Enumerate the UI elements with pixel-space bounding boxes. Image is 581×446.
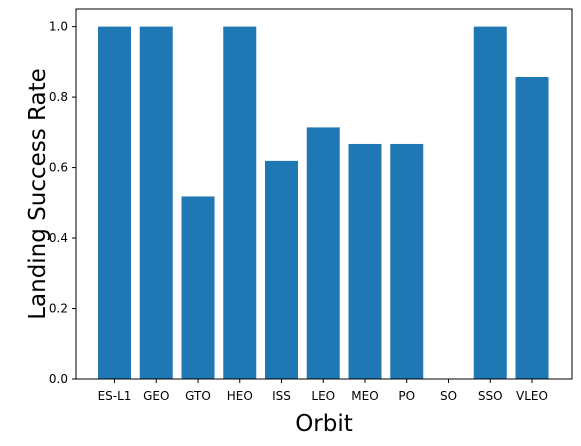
- y-tick-label: 0.8: [49, 90, 68, 104]
- y-tick-label: 0.6: [49, 161, 68, 175]
- x-tick-label: HEO: [227, 389, 253, 403]
- bar-geo: [139, 26, 173, 380]
- plot-frame: [75, 8, 573, 380]
- y-axis-ticks: 0.0 0.2 0.4 0.6 0.8 1.0: [49, 20, 76, 386]
- x-tick-label: LEO: [311, 389, 335, 403]
- bar-es-l1: [98, 26, 131, 380]
- x-tick-label: PO: [398, 389, 415, 403]
- bar-leo: [306, 127, 340, 380]
- x-tick-label: ISS: [272, 389, 291, 403]
- bar-meo: [348, 143, 382, 379]
- x-tick-label: GTO: [185, 389, 211, 403]
- bars-group: [98, 26, 549, 380]
- bar-iss: [265, 160, 298, 379]
- bar-heo: [223, 26, 257, 380]
- x-tick-label: VLEO: [516, 389, 548, 403]
- bar-gto: [181, 196, 215, 379]
- bar-po: [390, 143, 424, 379]
- x-axis-ticks: ES-L1 GEO GTO HEO ISS LEO MEO PO SO SSO VLEO: [98, 379, 548, 403]
- x-tick-label: SO: [440, 389, 457, 403]
- x-axis-label: Orbit: [295, 411, 353, 437]
- y-tick-label: 0.2: [49, 302, 68, 316]
- bar-sso: [473, 26, 507, 380]
- bar-vleo: [515, 77, 549, 379]
- y-tick-label: 0.0: [49, 372, 68, 386]
- x-tick-label: MEO: [351, 389, 378, 403]
- y-tick-label: 1.0: [49, 20, 68, 34]
- y-axis-label: Landing Success Rate: [25, 68, 51, 320]
- y-tick-label: 0.4: [49, 231, 68, 245]
- x-tick-label: ES-L1: [98, 389, 132, 403]
- x-tick-label: SSO: [478, 389, 503, 403]
- x-tick-label: GEO: [143, 389, 169, 403]
